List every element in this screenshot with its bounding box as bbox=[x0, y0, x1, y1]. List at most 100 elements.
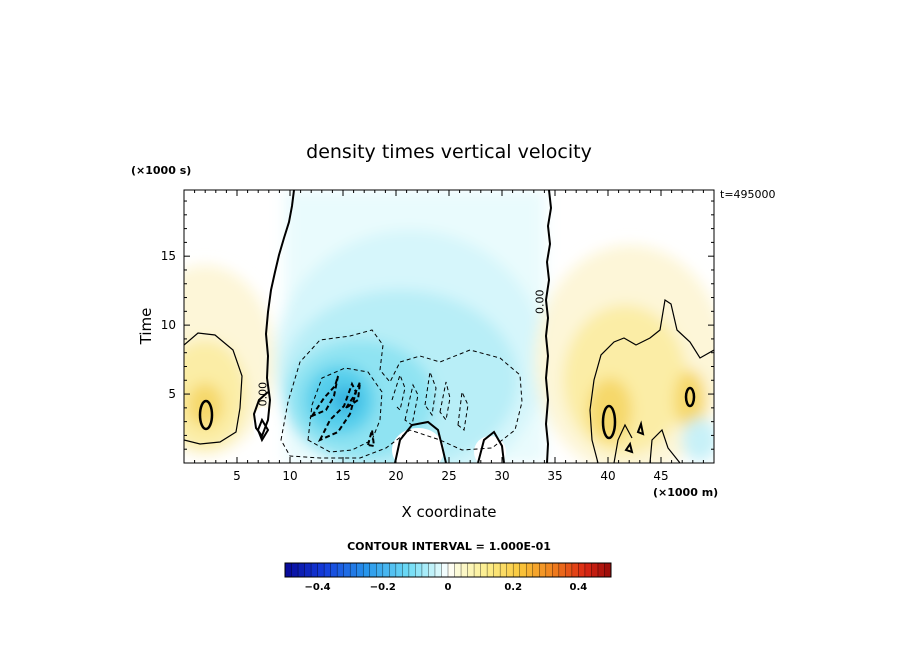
chart-title: density times vertical velocity bbox=[306, 141, 592, 163]
colorbar-swatch bbox=[324, 563, 332, 577]
field-blob bbox=[187, 383, 223, 427]
x-tick-label: 35 bbox=[547, 469, 562, 483]
colorbar-swatch bbox=[584, 563, 592, 577]
colorbar-swatch bbox=[421, 563, 429, 577]
contour-label: 0.00 bbox=[533, 289, 546, 314]
y-axis: 5 10 15 bbox=[161, 200, 714, 450]
colorbar-swatch bbox=[402, 563, 410, 577]
x-tick-label: 5 bbox=[233, 469, 241, 483]
y-tick-label: 10 bbox=[161, 318, 176, 332]
colorbar-swatch bbox=[441, 563, 449, 577]
colorbar-swatch bbox=[304, 563, 312, 577]
colorbar-swatch bbox=[448, 563, 455, 577]
negative-contour-core bbox=[309, 375, 376, 448]
colorbar-swatch bbox=[298, 563, 305, 577]
field-blob bbox=[392, 428, 444, 463]
colorbar-swatch bbox=[337, 563, 345, 577]
colorbar-tick-label: 0.4 bbox=[570, 582, 588, 593]
positive-contour-left bbox=[184, 332, 243, 445]
colorbar-swatch bbox=[532, 563, 540, 577]
field-blob bbox=[474, 436, 506, 463]
colorbar-swatch bbox=[389, 563, 397, 577]
colorbar: −0.4 −0.2 0 0.2 0.4 bbox=[284, 562, 612, 593]
colorbar-swatch bbox=[493, 563, 501, 577]
x-tick-label: 20 bbox=[388, 469, 403, 483]
colorbar-swatch bbox=[474, 563, 481, 577]
colorbar-swatch bbox=[415, 563, 423, 577]
field-blob bbox=[682, 418, 714, 462]
y-tick-label: 15 bbox=[161, 249, 176, 263]
colorbar-swatch bbox=[317, 563, 325, 577]
contour-label-layer: 0.00 0.00 bbox=[257, 289, 547, 406]
contour-label: 0.00 bbox=[257, 382, 270, 407]
zero-contour-right bbox=[544, 190, 553, 463]
colorbar-swatch bbox=[467, 563, 475, 577]
colorbar-swatch bbox=[558, 563, 566, 577]
colorbar-swatch bbox=[591, 563, 599, 577]
negative-contour-inner bbox=[307, 367, 383, 453]
colorbar-swatch bbox=[395, 563, 403, 577]
x-axis: 5 10 15 20 25 30 35 40 45 bbox=[194, 190, 704, 483]
colorbar-swatch bbox=[571, 563, 579, 577]
colorbar-swatch bbox=[487, 563, 495, 577]
colorbar-swatch bbox=[376, 563, 384, 577]
colorbar-swatch bbox=[291, 563, 299, 577]
x-tick-label: 30 bbox=[494, 469, 509, 483]
colorbar-swatch bbox=[363, 563, 371, 577]
colorbar-swatch bbox=[428, 563, 436, 577]
x-tick-label: 40 bbox=[600, 469, 615, 483]
positive-contour-core-left bbox=[198, 399, 214, 431]
y-unit-label: (×1000 s) bbox=[131, 164, 191, 177]
y-axis-label: Time bbox=[137, 308, 155, 346]
colorbar-swatch bbox=[513, 563, 521, 577]
colorbar-frame bbox=[284, 562, 612, 578]
colorbar-swatch bbox=[500, 563, 508, 577]
field-blob bbox=[674, 370, 706, 430]
x-tick-label: 10 bbox=[282, 469, 297, 483]
colorbar-swatch bbox=[356, 563, 364, 577]
field-blob bbox=[588, 378, 632, 442]
x-unit-label: (×1000 m) bbox=[653, 486, 718, 499]
colorbar-swatch bbox=[578, 563, 586, 577]
colorbar-swatch bbox=[369, 563, 377, 577]
colorbar-tick-label: −0.4 bbox=[305, 582, 331, 593]
colorbar-swatch bbox=[597, 563, 605, 577]
x-tick-label: 45 bbox=[653, 469, 668, 483]
x-tick-label: 15 bbox=[335, 469, 350, 483]
contour-interval-text: CONTOUR INTERVAL = 1.000E-01 bbox=[347, 540, 551, 553]
negative-contour-streaks bbox=[391, 370, 469, 431]
colorbar-swatch bbox=[330, 563, 338, 577]
colorbar-tick-label: −0.2 bbox=[370, 582, 396, 593]
colorbar-swatch bbox=[350, 563, 358, 577]
colorbar-swatch bbox=[506, 563, 514, 577]
y-tick-label: 5 bbox=[168, 387, 176, 401]
zero-contour-left bbox=[252, 190, 295, 439]
colorbar-swatch bbox=[539, 563, 547, 577]
colorbar-swatch bbox=[552, 563, 560, 577]
colorbar-swatch bbox=[604, 563, 612, 577]
x-tick-label: 25 bbox=[441, 469, 456, 483]
colorbar-swatch bbox=[519, 563, 527, 577]
colorbar-swatch bbox=[565, 563, 573, 577]
colorbar-swatch bbox=[285, 563, 292, 577]
colorbar-swatch bbox=[408, 563, 416, 577]
colorbar-swatch bbox=[526, 563, 534, 577]
time-stamp: t=495000 bbox=[720, 188, 776, 201]
colorbar-tick-label: 0 bbox=[445, 582, 452, 593]
positive-contour-bumps bbox=[256, 417, 645, 463]
x-axis-label: X coordinate bbox=[401, 503, 496, 521]
colorbar-swatch bbox=[545, 563, 553, 577]
colorbar-swatch bbox=[311, 563, 318, 577]
colorbar-swatch bbox=[480, 563, 488, 577]
colorbar-swatch bbox=[461, 563, 468, 577]
colorbar-swatch bbox=[382, 563, 390, 577]
colorbar-tick-label: 0.2 bbox=[504, 582, 522, 593]
positive-contour-right bbox=[589, 298, 714, 463]
field-layer bbox=[184, 190, 714, 463]
positive-contour-core-right bbox=[684, 386, 696, 408]
positive-contour-core-right bbox=[601, 404, 617, 440]
contour-layer bbox=[184, 190, 714, 463]
colorbar-swatch bbox=[454, 563, 462, 577]
colorbar-swatch bbox=[343, 563, 351, 577]
